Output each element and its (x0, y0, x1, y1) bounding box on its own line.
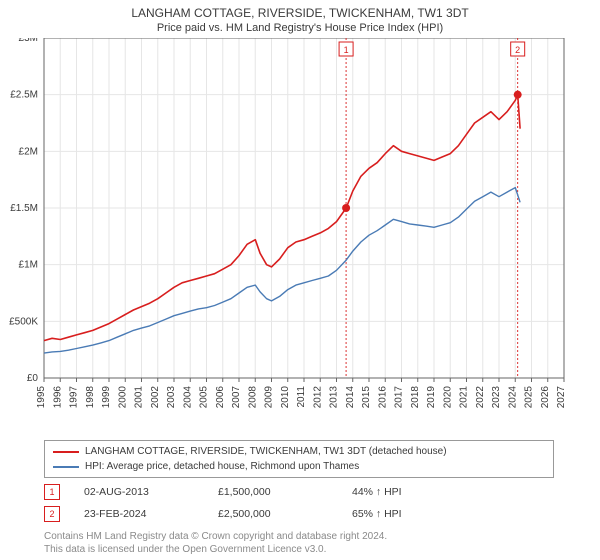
svg-text:2000: 2000 (117, 386, 128, 409)
svg-text:1995: 1995 (36, 386, 47, 409)
svg-text:2017: 2017 (394, 386, 405, 409)
svg-text:£500K: £500K (9, 316, 38, 327)
sale-price: £1,500,000 (218, 486, 328, 498)
chart-title: LANGHAM COTTAGE, RIVERSIDE, TWICKENHAM, … (0, 0, 600, 20)
sale-marker-box: 2 (44, 506, 60, 522)
legend-box: LANGHAM COTTAGE, RIVERSIDE, TWICKENHAM, … (44, 440, 554, 478)
svg-text:2016: 2016 (377, 386, 388, 409)
svg-text:2026: 2026 (540, 386, 551, 409)
svg-text:2019: 2019 (426, 386, 437, 409)
svg-text:2011: 2011 (296, 386, 307, 408)
svg-text:1: 1 (344, 45, 349, 55)
page-container: LANGHAM COTTAGE, RIVERSIDE, TWICKENHAM, … (0, 0, 600, 560)
svg-text:2015: 2015 (361, 386, 372, 409)
svg-text:2004: 2004 (182, 386, 193, 409)
svg-text:£1M: £1M (19, 260, 38, 271)
svg-text:2012: 2012 (312, 386, 323, 409)
svg-text:£2M: £2M (19, 146, 38, 157)
svg-text:1996: 1996 (52, 386, 63, 409)
svg-text:2002: 2002 (150, 386, 161, 409)
legend-row: LANGHAM COTTAGE, RIVERSIDE, TWICKENHAM, … (53, 444, 545, 459)
chart-area: £0 £500K £1M £1.5M £2M £2.5M £3M 1995 1996 1997 19… (0, 38, 600, 437)
footer-text: Contains HM Land Registry data © Crown c… (44, 530, 387, 556)
svg-text:1998: 1998 (85, 386, 96, 409)
legend-row: HPI: Average price, detached house, Rich… (53, 459, 545, 474)
svg-text:2003: 2003 (166, 386, 177, 409)
svg-text:£2.5M: £2.5M (10, 90, 38, 101)
svg-text:2007: 2007 (231, 386, 242, 409)
legend-swatch (53, 451, 79, 453)
legend-swatch (53, 466, 79, 468)
chart-subtitle: Price paid vs. HM Land Registry's House … (0, 20, 600, 38)
svg-text:2025: 2025 (524, 386, 535, 409)
sale-pct: 44% ↑ HPI (352, 486, 402, 498)
sale-date: 02-AUG-2013 (84, 486, 194, 498)
svg-text:2020: 2020 (442, 386, 453, 409)
sale-price: £2,500,000 (218, 508, 328, 520)
footer-line1: Contains HM Land Registry data © Crown c… (44, 530, 387, 543)
svg-text:2006: 2006 (215, 386, 226, 409)
svg-text:1999: 1999 (101, 386, 112, 409)
sale-row: 1 02-AUG-2013 £1,500,000 44% ↑ HPI (44, 484, 402, 500)
svg-text:2009: 2009 (264, 386, 275, 409)
svg-text:2005: 2005 (199, 386, 210, 409)
svg-text:2027: 2027 (556, 386, 567, 409)
svg-text:£0: £0 (27, 373, 39, 384)
svg-text:2014: 2014 (345, 386, 356, 409)
svg-text:2: 2 (515, 45, 520, 55)
svg-text:£1.5M: £1.5M (10, 203, 38, 214)
svg-text:1997: 1997 (69, 386, 80, 409)
svg-text:2001: 2001 (134, 386, 145, 409)
svg-text:2023: 2023 (491, 386, 502, 409)
legend-label: LANGHAM COTTAGE, RIVERSIDE, TWICKENHAM, … (85, 444, 447, 459)
svg-text:2022: 2022 (475, 386, 486, 409)
chart-svg: £0 £500K £1M £1.5M £2M £2.5M £3M 1995 1996 1997 19… (0, 38, 600, 432)
sale-row: 2 23-FEB-2024 £2,500,000 65% ↑ HPI (44, 506, 402, 522)
sale-marker-box: 1 (44, 484, 60, 500)
svg-text:2018: 2018 (410, 386, 421, 409)
svg-text:2024: 2024 (507, 386, 518, 409)
legend-label: HPI: Average price, detached house, Rich… (85, 459, 359, 474)
sale-pct: 65% ↑ HPI (352, 508, 402, 520)
sale-date: 23-FEB-2024 (84, 508, 194, 520)
svg-text:2008: 2008 (247, 386, 258, 409)
svg-text:2013: 2013 (329, 386, 340, 409)
svg-text:2021: 2021 (459, 386, 470, 409)
footer-line2: This data is licensed under the Open Gov… (44, 543, 387, 556)
svg-text:2010: 2010 (280, 386, 291, 409)
svg-text:£3M: £3M (19, 38, 38, 44)
